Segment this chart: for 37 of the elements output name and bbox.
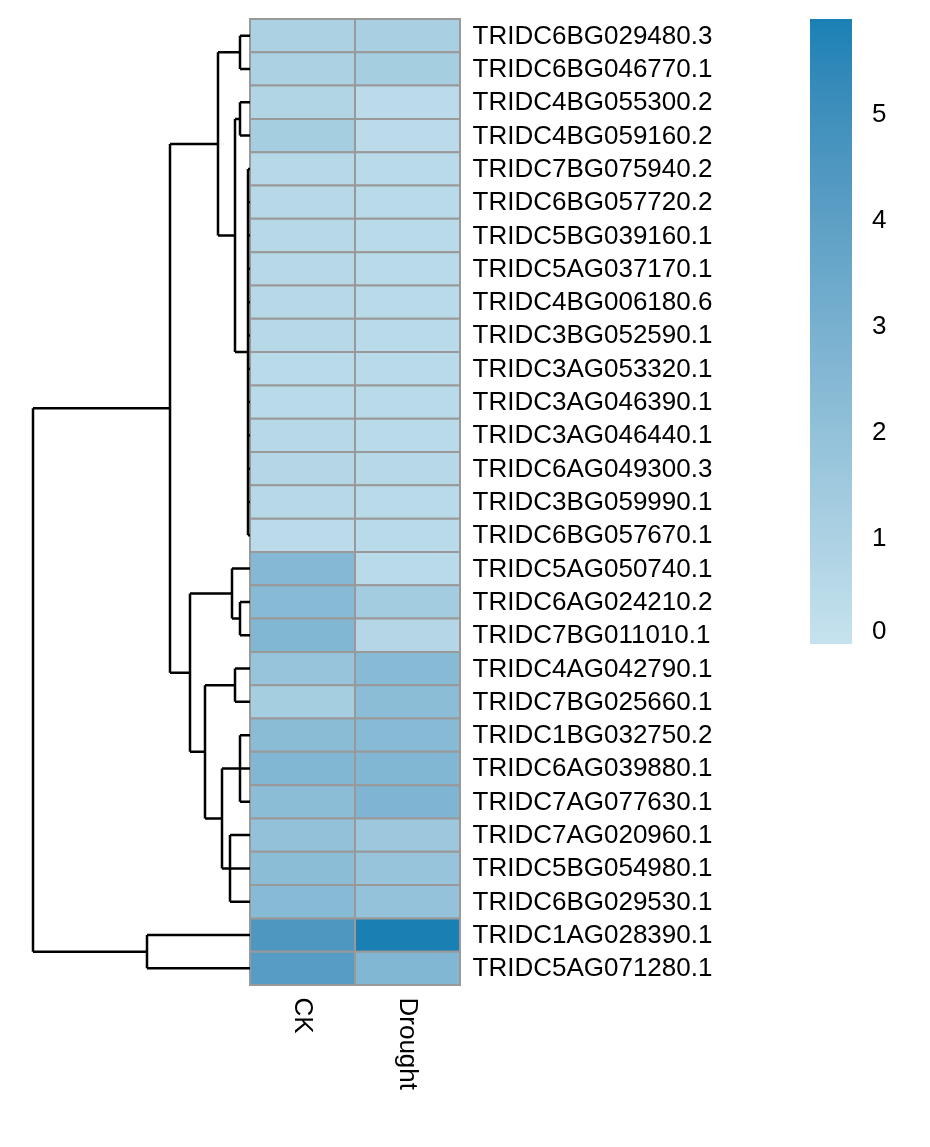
y-tick-label: TRIDC7BG025660.1 <box>472 685 713 716</box>
y-tick-label: TRIDC5AG071280.1 <box>472 952 713 983</box>
y-tick-label: TRIDC6AG049300.3 <box>472 452 713 483</box>
y-tick-label: TRIDC6AG024210.2 <box>472 585 713 616</box>
y-tick-label: TRIDC7AG020960.1 <box>472 819 713 850</box>
y-tick-label: TRIDC5AG050740.1 <box>472 552 713 583</box>
y-tick-label: TRIDC1BG032750.2 <box>472 719 713 750</box>
y-tick-label: TRIDC6BG057720.2 <box>472 186 713 217</box>
y-tick-label: TRIDC4AG042790.1 <box>472 652 713 683</box>
y-tick-label: TRIDC6BG029530.1 <box>472 885 713 916</box>
y-tick-label: TRIDC3AG046390.1 <box>472 386 713 417</box>
y-tick-label: TRIDC4BG055300.2 <box>472 86 713 117</box>
y-tick-label: TRIDC1AG028390.1 <box>472 919 713 950</box>
y-tick-label: TRIDC4BG059160.2 <box>472 119 713 150</box>
y-tick-label: TRIDC7BG075940.2 <box>472 152 713 183</box>
color-bar-label: 4 <box>872 204 887 235</box>
y-tick-label: TRIDC6AG039880.1 <box>472 752 713 783</box>
color-bar-label: 1 <box>872 522 887 553</box>
y-tick-label: TRIDC3BG059990.1 <box>472 486 713 516</box>
y-tick-label: TRIDC4BG006180.6 <box>472 286 713 317</box>
color-bar-label: 5 <box>872 98 887 129</box>
y-tick-label: TRIDC5BG054980.1 <box>472 852 713 883</box>
y-tick-label: TRIDC3AG053320.1 <box>472 352 713 383</box>
color-bar-label: 3 <box>872 310 887 341</box>
y-tick-label: TRIDC3AG046440.1 <box>472 419 713 450</box>
x-tick-label: CK <box>288 997 319 1035</box>
y-tick-label: TRIDC7BG011010.1 <box>472 619 711 650</box>
color-bar-label: 2 <box>872 416 887 447</box>
color-bar-label: 0 <box>872 615 887 645</box>
y-tick-label: TRIDC5AG037170.1 <box>472 252 713 283</box>
y-tick-label: TRIDC6BG057670.1 <box>472 519 713 550</box>
y-tick-label: TRIDC3BG052590.1 <box>472 319 713 350</box>
y-tick-label: TRIDC6BG029480.3 <box>472 19 713 50</box>
y-tick-label: TRIDC5BG039160.1 <box>472 219 713 250</box>
y-tick-label: TRIDC7AG077630.1 <box>472 785 713 816</box>
y-tick-label: TRIDC6BG046770.1 <box>472 52 713 83</box>
x-tick-label: Drought <box>393 997 424 1091</box>
